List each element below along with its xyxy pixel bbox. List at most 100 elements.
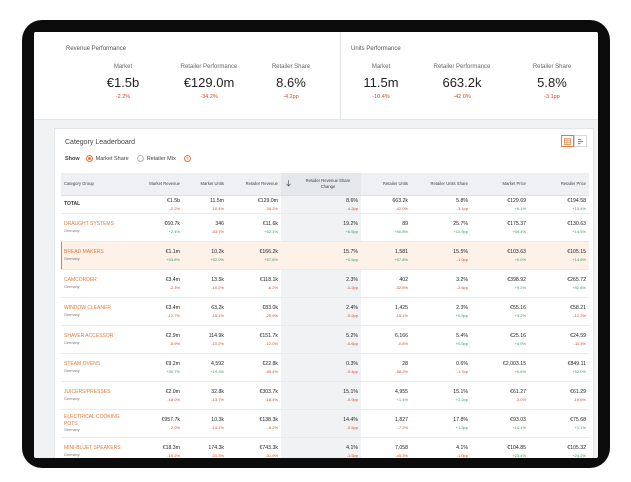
category-cell[interactable]: DRAUGHT SYSTEMS Germany xyxy=(61,213,131,242)
value-cell: 402 -32.5% xyxy=(361,269,411,298)
category-name[interactable]: ELECTRICAL COOKING POTS xyxy=(64,414,120,427)
kpi-label: Retailer Share xyxy=(532,64,572,70)
retailer-mix-radio[interactable]: Retailer Mix xyxy=(136,155,176,162)
value-cell: €60.7k +2.4% xyxy=(131,213,183,242)
category-name[interactable]: STEAM OVENS xyxy=(64,361,101,368)
value-cell: 2.4% -0.2pp xyxy=(295,297,361,326)
value-cell: 15.1% -0.9pp xyxy=(295,381,361,410)
category-cell[interactable]: JUICERS/PRESSES Germany xyxy=(61,381,131,410)
chart-view-button[interactable] xyxy=(574,135,587,147)
cell-delta: +23.4% xyxy=(512,452,526,458)
bar-chart-icon xyxy=(577,138,584,144)
spacer-cell xyxy=(281,213,295,242)
category-country: Germany xyxy=(64,368,80,373)
table-row[interactable]: JUICERS/PRESSES Germany €2.0m -18.0% 32.8k -1… xyxy=(61,381,589,410)
value-cell: €2.0m -18.0% xyxy=(131,381,183,410)
dashboard-screen: Revenue Performance Market €1.5b -2.2% R… xyxy=(34,32,598,458)
cell-value: 174.3k xyxy=(208,444,224,451)
category-name[interactable]: WINDOW CLEANER xyxy=(64,305,111,312)
category-cell[interactable]: WINDOW CLEANER Germany xyxy=(61,297,131,326)
spacer-cell xyxy=(281,325,295,354)
cell-value: 10.2k xyxy=(211,248,224,255)
table-row[interactable]: DRAUGHT SYSTEMS Germany €60.7k +2.4% 346 -33.… xyxy=(61,213,589,242)
col-header-category-group[interactable]: Category Group xyxy=(61,173,131,196)
category-name[interactable]: MINI-BLUET SPEAKERS xyxy=(64,445,121,452)
cell-value: 8.6% xyxy=(346,197,358,204)
cell-value: €138.3k xyxy=(259,416,278,423)
value-cell: €957.7k -2.0% xyxy=(131,409,183,438)
market-share-radio[interactable]: Market Share xyxy=(85,155,129,162)
value-cell: €2,003.15 +9.5% xyxy=(471,353,529,382)
table-icon xyxy=(564,137,571,145)
cell-delta: +0.0% xyxy=(514,256,526,262)
category-cell[interactable]: ELECTRICAL COOKING POTS Germany xyxy=(61,409,131,438)
col-header-market-units[interactable]: Market Units xyxy=(183,173,227,196)
radio-indicator[interactable] xyxy=(136,155,144,162)
col-header-retailer-units-share[interactable]: Retailer Units Share xyxy=(411,173,471,196)
cell-value: 89 xyxy=(402,220,408,227)
category-cell[interactable]: CAMCORDER Germany xyxy=(61,269,131,298)
col-header-retailer-price[interactable]: Retailer Price xyxy=(529,173,589,196)
category-cell[interactable]: SHAVER ACCESSOR Germany xyxy=(61,325,131,354)
cell-delta: -12.3% xyxy=(573,312,586,318)
table-view-button[interactable] xyxy=(561,135,574,147)
category-name: TOTAL xyxy=(64,200,81,207)
col-header-market-price[interactable]: Market Price xyxy=(471,173,529,196)
table-row[interactable]: MINI-BLUET SPEAKERS Germany €18.3m -15.2% 17… xyxy=(61,437,589,458)
value-cell: 15.7% +0.5pp xyxy=(295,241,361,270)
cell-value: €1.5b xyxy=(167,197,180,204)
category-country: Germany xyxy=(64,452,80,457)
cell-value: €129.69 xyxy=(507,197,526,204)
sort-indicator[interactable] xyxy=(281,173,295,196)
col-header-retailer-revenue-share-change[interactable]: Retailer Revenue Share Change xyxy=(295,173,361,196)
category-cell[interactable]: BREAD MAKERS Germany xyxy=(61,241,131,270)
spacer-cell xyxy=(281,409,295,438)
cell-value: 13.5k xyxy=(211,276,224,283)
value-cell: 89 +50.8% xyxy=(361,213,411,242)
category-cell[interactable]: MINI-BLUET SPEAKERS Germany xyxy=(61,437,131,458)
table-row[interactable]: WINDOW CLEANER Germany €3.4m -12.7% 63.2k -15… xyxy=(61,297,589,326)
cell-delta: +92.6% xyxy=(572,284,586,290)
table-row[interactable]: BREAD MAKERS Germany €1.1m +53.8% 10.2k +52.0… xyxy=(61,241,589,270)
cell-delta: -34.2% xyxy=(265,205,278,211)
cell-value: €743.3k xyxy=(259,444,278,451)
col-header-retailer-units[interactable]: Retailer Units xyxy=(361,173,411,196)
cell-delta: +14.5% xyxy=(572,228,586,234)
cell-value: €61.27 xyxy=(510,388,526,395)
cell-value: 663.2k xyxy=(392,197,408,204)
cell-delta: -3.1pp xyxy=(456,205,468,211)
spacer-cell xyxy=(281,381,295,410)
cell-value: €130.63 xyxy=(567,220,586,227)
cell-delta: +0.5pp xyxy=(455,340,468,346)
cell-delta: -1.0pp xyxy=(456,256,468,262)
category-name[interactable]: SHAVER ACCESSOR xyxy=(64,333,114,340)
col-header-market-revenue[interactable]: Market Revenue xyxy=(131,173,183,196)
table-row[interactable]: CAMCORDER Germany €3.4m -2.3% 13.5k -10.2% €11… xyxy=(61,269,589,298)
category-name[interactable]: JUICERS/PRESSES xyxy=(64,389,111,396)
cell-value: €166.2k xyxy=(259,248,278,255)
value-cell: 1,425 -15.1% xyxy=(361,297,411,326)
category-cell[interactable]: STEAM OVENS Germany xyxy=(61,353,131,382)
cell-value: 15.7% xyxy=(343,248,358,255)
value-cell: 2.3% +0.5pp xyxy=(411,297,471,326)
help-icon[interactable]: ? xyxy=(183,155,191,162)
col-header-retailer-revenue[interactable]: Retailer Revenue xyxy=(227,173,281,196)
radio-selected-indicator[interactable] xyxy=(85,155,93,162)
units-market-kpi: Market 11.5m -10.4% xyxy=(351,64,411,100)
table-row[interactable]: ELECTRICAL COOKING POTS Germany €957.7k -2.… xyxy=(61,409,589,438)
value-cell: €18.3m -15.2% xyxy=(131,437,183,458)
cell-value: 2.3% xyxy=(456,304,468,311)
table-row[interactable]: STEAM OVENS Germany €9.2m +30.7% 4,592 +19.3%… xyxy=(61,353,589,382)
category-name[interactable]: CAMCORDER xyxy=(64,277,97,284)
table-row[interactable]: SHAVER ACCESSOR Germany €2.9m -5.9% 114.9k -1… xyxy=(61,325,589,354)
category-name[interactable]: BREAD MAKERS xyxy=(64,249,104,256)
cell-value: €398.92 xyxy=(507,276,526,283)
cell-value: 19.2% xyxy=(343,220,358,227)
value-cell: 5.8% -3.1pp xyxy=(411,195,471,214)
cell-delta: +19.3% xyxy=(210,368,224,374)
value-cell: €265.72 +92.6% xyxy=(529,269,589,298)
cell-delta: +57.8% xyxy=(394,256,408,262)
cell-value: 4.1% xyxy=(456,444,468,451)
view-toggle-group xyxy=(561,135,587,147)
category-name[interactable]: DRAUGHT SYSTEMS xyxy=(64,221,114,228)
